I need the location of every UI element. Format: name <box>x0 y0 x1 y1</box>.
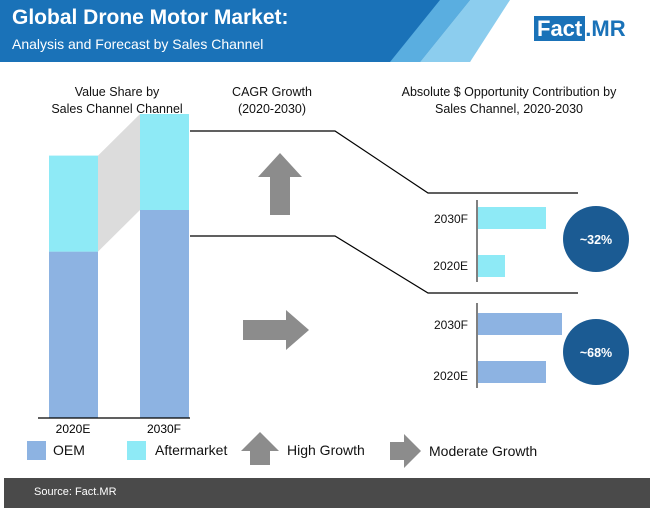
source-note: Source: Fact.MR <box>34 486 117 498</box>
label-aftermarket-2020e: 2020E <box>433 259 468 273</box>
label-aftermarket-2030f: 2030F <box>434 212 468 226</box>
legend-aftermarket-swatch <box>127 441 146 460</box>
bar-2020e-oem <box>49 251 98 418</box>
hbar-aftermarket-2030f <box>478 207 546 229</box>
oem-share-circle <box>563 319 629 385</box>
legend-high-growth-icon <box>241 432 279 465</box>
hbar-oem-2030f <box>478 313 562 335</box>
logo-suffix: .MR <box>585 16 626 41</box>
opportunity-heading-line1: Absolute $ Opportunity Contribution by <box>401 85 617 99</box>
cagr-heading: CAGR Growth (2020-2030) <box>212 84 332 118</box>
oem-share-label: ~68% <box>580 346 612 360</box>
cagr-heading-line2: (2020-2030) <box>237 102 307 116</box>
page-title: Global Drone Motor Market: <box>12 6 289 29</box>
footer-bar <box>4 478 650 508</box>
high-growth-arrow-icon <box>258 153 302 215</box>
cagr-heading-line1: CAGR Growth <box>232 85 312 99</box>
factmr-logo: Fact .MR <box>534 16 626 42</box>
tick-2020e: 2020E <box>56 422 91 436</box>
value-share-heading-line2: Sales Channel Channel <box>51 102 183 116</box>
moderate-growth-arrow-icon <box>243 310 309 350</box>
page-subtitle: Analysis and Forecast by Sales Channel <box>12 36 264 52</box>
value-share-heading: Value Share by Sales Channel Channel <box>22 84 212 118</box>
opportunity-heading: Absolute $ Opportunity Contribution by S… <box>375 84 643 118</box>
label-oem-2030f: 2030F <box>434 318 468 332</box>
logo-main: Fact <box>534 16 586 41</box>
hbar-aftermarket-2020e <box>478 255 505 277</box>
aftermarket-share-label: ~32% <box>580 233 612 247</box>
legend-oem-label: OEM <box>53 442 85 458</box>
legend-moderate-growth-label: Moderate Growth <box>429 443 538 459</box>
legend-moderate-growth-icon <box>390 434 421 468</box>
bar-2020e-aftermarket <box>49 155 98 252</box>
opportunity-heading-line2: Sales Channel, 2020-2030 <box>434 102 584 116</box>
bar-2030f-oem <box>140 210 189 418</box>
hbar-oem-2020e <box>478 361 546 383</box>
bar-2030f-aftermarket <box>140 114 189 210</box>
value-share-heading-line1: Value Share by <box>74 85 160 99</box>
tick-2030f: 2030F <box>147 422 181 436</box>
legend-oem-swatch <box>27 441 46 460</box>
connector-line-aftermarket <box>190 130 578 194</box>
legend-aftermarket-label: Aftermarket <box>155 442 228 458</box>
legend-high-growth-label: High Growth <box>287 442 365 458</box>
connector-line-oem <box>190 235 578 294</box>
label-oem-2020e: 2020E <box>433 369 468 383</box>
share-connector-wedge <box>98 114 140 252</box>
aftermarket-share-circle <box>563 206 629 272</box>
